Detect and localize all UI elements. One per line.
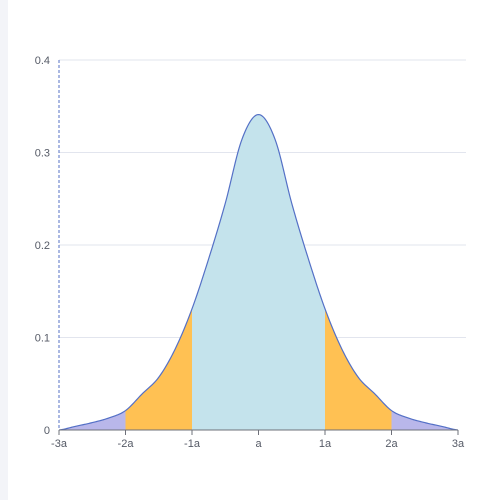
region-4: [391, 410, 458, 430]
x-tick-label: 1a: [319, 438, 332, 450]
region-3: [325, 308, 392, 430]
tick-labels: -3a -2a -1a a 1a 2a 3a 0 0.1 0.2 0.3 0.4: [35, 55, 465, 450]
x-tick-label: -3a: [51, 438, 68, 450]
x-tick-label: a: [255, 438, 262, 450]
distribution-curve: [58, 113, 459, 431]
shaded-regions: [59, 114, 458, 430]
y-tick-label: 0.2: [35, 240, 50, 252]
y-tick-label: 0.1: [35, 333, 50, 345]
curve-line: [58, 113, 459, 431]
x-tick-label: -2a: [118, 438, 135, 450]
region-0: [59, 410, 126, 430]
region-1: [125, 308, 192, 430]
x-tick-label: -1a: [184, 438, 201, 450]
y-tick-label: 0.3: [35, 148, 50, 160]
region-2: [192, 114, 325, 430]
y-tick-label: 0.4: [35, 55, 50, 67]
chart-card: -3a -2a -1a a 1a 2a 3a 0 0.1 0.2 0.3 0.4: [8, 0, 500, 500]
normal-distribution-chart: -3a -2a -1a a 1a 2a 3a 0 0.1 0.2 0.3 0.4: [35, 55, 466, 450]
axes: [58, 60, 459, 435]
y-tick-label: 0: [44, 425, 50, 437]
x-tick-label: 2a: [385, 438, 398, 450]
x-tick-label: 3a: [452, 438, 465, 450]
